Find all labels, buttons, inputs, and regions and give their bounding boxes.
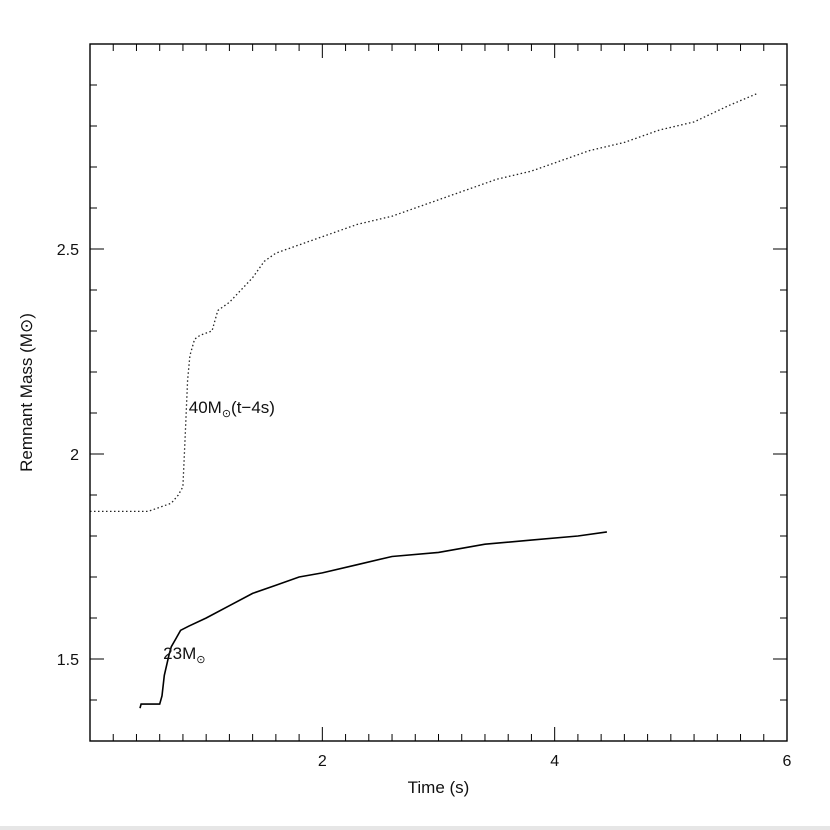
series-label-2: 23M⊙ bbox=[163, 644, 205, 666]
y-axis-title: Remnant Mass (M⊙) bbox=[17, 313, 36, 472]
y-tick-label: 1.5 bbox=[57, 652, 79, 669]
series-line-2 bbox=[139, 531, 608, 709]
series-annotations: 40M⊙(t−4s) 23M⊙ bbox=[163, 398, 275, 666]
x-tick-label: 4 bbox=[550, 753, 559, 770]
plot-frame bbox=[89, 43, 788, 742]
x-tick-label: 2 bbox=[318, 753, 327, 770]
x-axis-title: Time (s) bbox=[408, 778, 470, 797]
bottom-border bbox=[0, 826, 830, 830]
series-label-1: 40M⊙(t−4s) bbox=[189, 398, 275, 420]
x-tick-label: 6 bbox=[783, 753, 792, 770]
series-line-1 bbox=[90, 92, 759, 513]
y-tick-label: 2.5 bbox=[57, 242, 79, 259]
tick-labels: 2 4 6 1.5 2 2.5 bbox=[57, 242, 792, 770]
axis-ticks bbox=[89, 43, 788, 742]
y-tick-label: 2 bbox=[70, 447, 79, 464]
series-layer bbox=[90, 92, 759, 709]
